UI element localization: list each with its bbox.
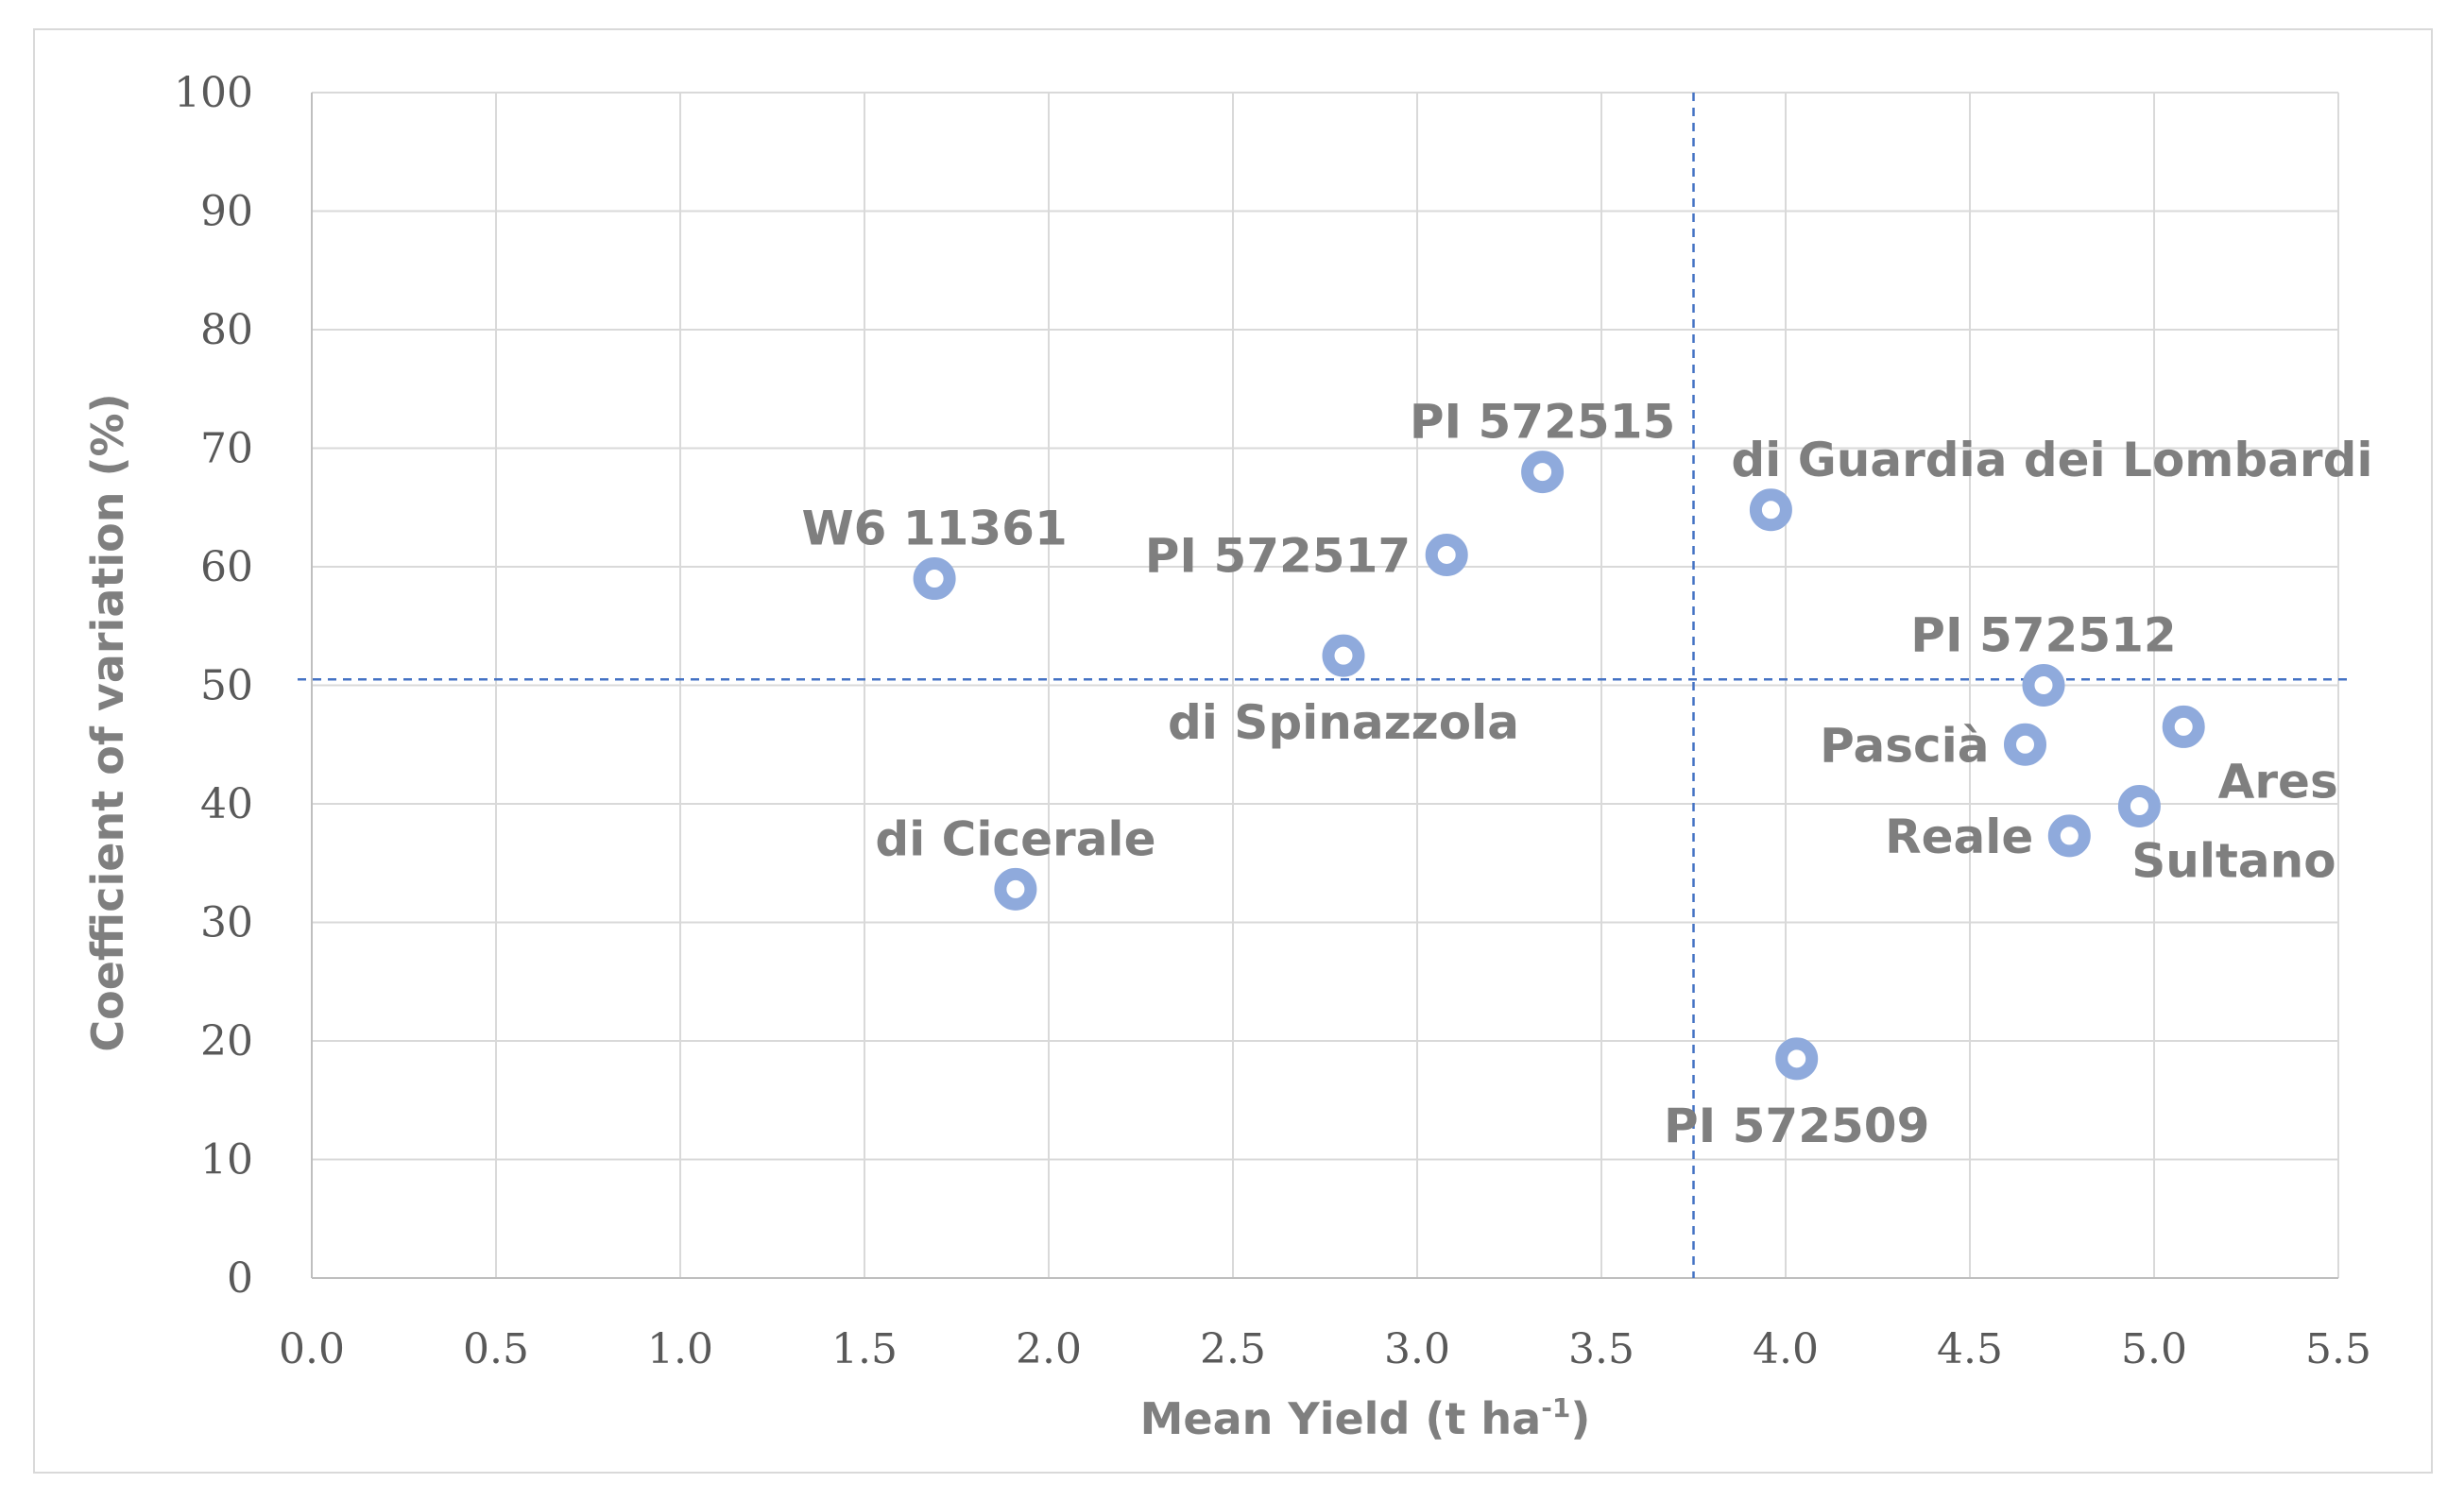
y-axis-title: Coefficient of variation (%) bbox=[82, 393, 133, 1051]
y-tick-label: 90 bbox=[200, 188, 253, 236]
point-label: di Spinazzola bbox=[1168, 695, 1519, 750]
data-point bbox=[2162, 705, 2205, 748]
y-tick-label: 20 bbox=[200, 1017, 253, 1065]
data-point bbox=[1322, 634, 1365, 677]
data-point bbox=[913, 557, 956, 601]
x-tick-label: 0.0 bbox=[279, 1325, 345, 1373]
x-axis-title: Mean Yield (t ha-1) bbox=[1140, 1392, 1591, 1444]
axes bbox=[311, 93, 2338, 1279]
point-label: W6 11361 bbox=[801, 502, 1067, 556]
y-tick-label: 80 bbox=[200, 306, 253, 354]
point-label: Pascià bbox=[1820, 718, 1989, 773]
point-label: Ares bbox=[2218, 754, 2338, 809]
x-tick-label: 1.0 bbox=[647, 1325, 713, 1373]
data-point bbox=[1521, 451, 1565, 494]
point-label: PI 572517 bbox=[1145, 528, 1411, 583]
point-label: Reale bbox=[1885, 810, 2033, 864]
reference-lines bbox=[298, 93, 2348, 1278]
x-tick-label: 2.5 bbox=[1200, 1325, 1266, 1373]
y-tick-label: 50 bbox=[200, 662, 253, 710]
data-point bbox=[994, 867, 1037, 911]
x-tick-label: 4.0 bbox=[1753, 1325, 1819, 1373]
data-points bbox=[913, 451, 2205, 1081]
x-tick-label: 3.5 bbox=[1568, 1325, 1634, 1373]
point-label: PI 572512 bbox=[1910, 608, 2176, 663]
y-tick-label: 30 bbox=[200, 899, 253, 947]
x-tick-label: 4.5 bbox=[1937, 1325, 2003, 1373]
gridlines bbox=[312, 92, 2339, 1278]
y-tick-label: 100 bbox=[174, 69, 253, 117]
x-tick-label: 5.0 bbox=[2121, 1325, 2187, 1373]
y-tick-label: 60 bbox=[200, 543, 253, 591]
data-point bbox=[2004, 723, 2046, 766]
data-point bbox=[1775, 1037, 1819, 1081]
y-tick-label: 10 bbox=[200, 1136, 253, 1185]
point-label: di Cicerale bbox=[875, 811, 1155, 866]
x-tick-label: 0.5 bbox=[463, 1325, 529, 1373]
point-label: PI 572509 bbox=[1664, 1099, 1929, 1153]
x-tick-label: 1.5 bbox=[831, 1325, 898, 1373]
data-point bbox=[2117, 785, 2161, 828]
point-label: di Guardia dei Lombardi bbox=[1731, 433, 2372, 487]
data-point bbox=[1425, 533, 1468, 576]
data-point bbox=[1749, 488, 1792, 532]
tick-labels: 0 10 20 30 40 50 60 70 80 90 100 0.0 0.5 1.0 1.5 2.0 2.5… bbox=[174, 69, 2371, 1373]
x-tick-label: 2.0 bbox=[1016, 1325, 1082, 1373]
y-tick-label: 70 bbox=[200, 425, 253, 473]
point-label: PI 572515 bbox=[1410, 395, 1675, 450]
point-labels: W6 11361 di Cicerale di Spinazzola PI 57251… bbox=[801, 395, 2372, 1153]
x-tick-label: 5.5 bbox=[2305, 1325, 2371, 1373]
x-tick-label: 3.0 bbox=[1384, 1325, 1450, 1373]
point-label: Sultano bbox=[2131, 834, 2336, 889]
y-tick-label: 0 bbox=[227, 1254, 253, 1303]
data-point bbox=[2047, 814, 2091, 858]
data-point bbox=[2022, 664, 2065, 707]
y-tick-label: 40 bbox=[200, 780, 253, 828]
